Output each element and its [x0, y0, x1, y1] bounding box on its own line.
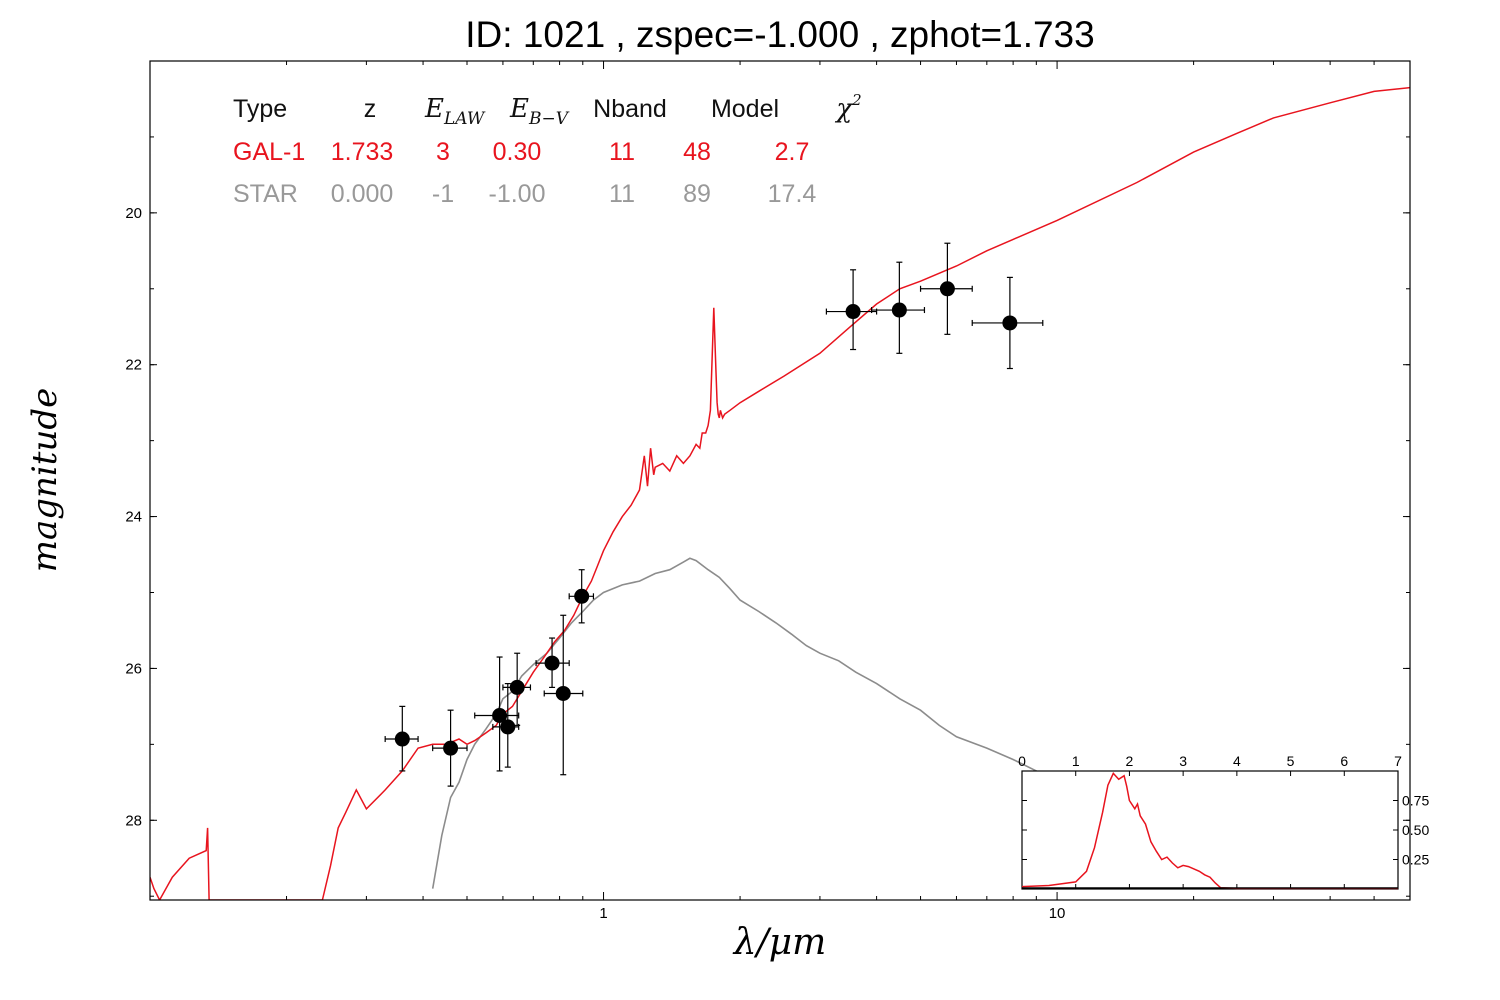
series-line-star — [431, 557, 1094, 889]
data-point — [871, 261, 926, 354]
data-point-marker — [891, 302, 907, 318]
data-points — [384, 242, 1044, 787]
inset-x-tick-label: 5 — [1287, 753, 1295, 769]
data-point — [543, 614, 584, 776]
summary-cell: -1 — [432, 180, 454, 208]
data-point — [432, 709, 468, 787]
plot-frame — [149, 60, 1411, 901]
summary-header-cell: EB−V — [509, 94, 570, 129]
x-axis-label: λ/μm — [733, 922, 827, 963]
series-line-gal-1 — [150, 86, 1410, 900]
summary-header-cell: ELAW — [424, 94, 486, 129]
data-point — [825, 269, 878, 351]
data-point — [535, 637, 570, 689]
data-point — [568, 569, 595, 624]
summary-row-star: STAR 0.000 -1 -1.00 11 89 17.4 — [233, 180, 816, 208]
inset-x-tick-label: 1 — [1072, 753, 1080, 769]
y-tick-label: 22 — [125, 357, 142, 374]
summary-cell: 11 — [609, 138, 635, 166]
summary-table-header: Type z ELAW EB−V Nband Model χ2 — [233, 91, 862, 129]
summary-cell: 89 — [683, 180, 711, 208]
data-point — [492, 683, 520, 768]
summary-cell: 0.000 — [331, 180, 394, 208]
inset-x-tick-label: 4 — [1233, 753, 1241, 769]
summary-header-cell: χ2 — [834, 91, 861, 124]
x-tick-label: 1 — [599, 905, 607, 922]
y-tick-label: 20 — [125, 205, 142, 222]
summary-row-gal-1: GAL-1 1.733 3 0.30 11 48 2.7 — [233, 138, 809, 166]
inset-y-tick-label: 0.25 — [1402, 852, 1429, 868]
chart-title: ID: 1021 , zspec=-1.000 , zphot=1.733 — [465, 14, 1095, 55]
data-point-marker — [1002, 315, 1018, 331]
inset-y-tick-label: 0.50 — [1402, 822, 1429, 838]
data-point-marker — [394, 731, 410, 747]
inset-x-tick-label: 0 — [1018, 753, 1026, 769]
data-point-marker — [509, 679, 525, 695]
inset-series-line — [1021, 772, 1398, 890]
series-group — [150, 86, 1410, 900]
data-point-marker — [574, 588, 590, 604]
summary-cell: 11 — [609, 180, 635, 208]
inset-x-tick-label: 3 — [1179, 753, 1187, 769]
y-tick-label: 28 — [125, 812, 142, 829]
data-point — [971, 276, 1044, 370]
summary-header-cell: Type — [233, 95, 287, 123]
data-point-marker — [544, 655, 560, 671]
inset-x-tick-label: 6 — [1340, 753, 1348, 769]
data-point — [474, 656, 520, 772]
data-point-marker — [939, 281, 955, 297]
inset-plot: 0 1 2 3 4 5 6 7 0.25 0.50 0.75 — [1018, 753, 1429, 890]
data-point-marker — [845, 304, 861, 320]
summary-cell: 3 — [436, 138, 450, 166]
summary-cell: 2.7 — [775, 138, 810, 166]
summary-cell: 17.4 — [768, 180, 817, 208]
inset-frame — [1021, 770, 1399, 890]
data-point — [502, 652, 532, 726]
data-point-marker — [443, 740, 459, 756]
x-tick-label: 10 — [1049, 905, 1066, 922]
data-point — [919, 242, 973, 335]
data-point-marker — [555, 685, 571, 701]
inset-y-tick-label: 0.75 — [1402, 793, 1429, 809]
summary-cell: STAR — [233, 180, 298, 208]
y-tick-label: 26 — [125, 660, 142, 677]
summary-header-cell: z — [364, 95, 377, 123]
summary-header-cell: Nband — [593, 95, 667, 123]
summary-header-cell: Model — [711, 95, 779, 123]
inset-x-tick-label: 7 — [1394, 753, 1402, 769]
inset-x-tick-label: 2 — [1126, 753, 1134, 769]
summary-cell: 1.733 — [331, 138, 394, 166]
data-point-marker — [500, 719, 516, 735]
summary-cell: 48 — [683, 138, 711, 166]
y-tick-label: 24 — [125, 509, 142, 526]
data-point-marker — [492, 707, 508, 723]
summary-cell: 0.30 — [493, 138, 542, 166]
summary-cell: -1.00 — [489, 180, 546, 208]
summary-cell: GAL-1 — [233, 138, 305, 166]
data-point — [384, 705, 419, 772]
